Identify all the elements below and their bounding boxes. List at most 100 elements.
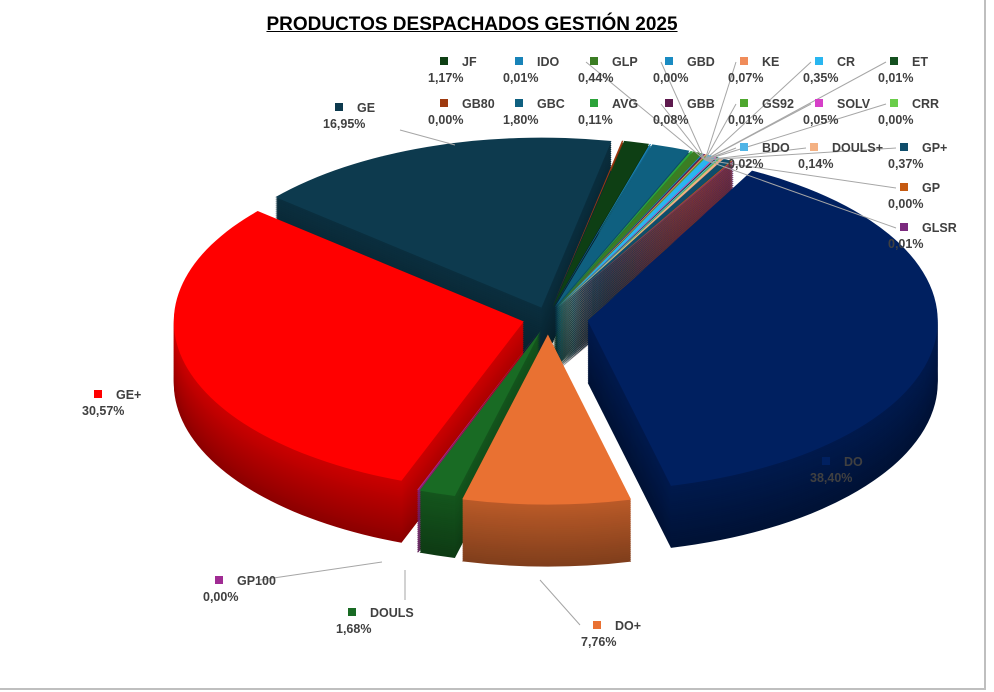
leader-line-gbb [660,103,706,161]
label-percentage: 1,68% [336,622,372,636]
legend-marker-icon [665,99,673,107]
pie-slice-ge[interactable] [275,137,612,308]
label-category: DO+ [615,619,642,633]
pie-slice-solv[interactable] [557,156,717,309]
pie-slice-gp100[interactable] [417,330,540,491]
data-label-ido: IDO 0,01% [503,54,560,86]
pie-slice-ido[interactable] [553,143,652,308]
label-category: BDO [762,141,790,155]
label-category: CRR [912,97,940,111]
pie-slice-do+[interactable] [462,334,632,505]
label-percentage: 0,00% [878,113,914,127]
data-label-gs92: GS92 0,01% [728,96,794,128]
pie-slice-jf[interactable] [552,140,650,308]
pie-slice-gp+[interactable] [557,158,731,309]
label-category: DOULS+ [832,141,884,155]
legend-marker-icon [890,99,898,107]
label-percentage: 0,01% [728,113,764,127]
label-percentage: 0,01% [503,71,539,85]
pie-slice-gbc[interactable] [554,144,690,308]
leader-line-gp+ [704,147,897,161]
leader-line-do+ [539,579,581,626]
label-percentage: 30,57% [82,404,125,418]
legend-marker-icon [900,143,908,151]
label-category: AVG [612,97,639,111]
legend-marker-icon [815,99,823,107]
leader-line-et [704,61,887,161]
pie-slice-et[interactable] [557,156,719,309]
label-category: DO [844,455,863,469]
label-percentage: 0,01% [888,237,924,251]
pie-slice-gb80[interactable] [552,140,624,308]
label-category: DOULS [370,606,414,620]
pie-slice-avg[interactable] [555,151,693,308]
legend-marker-icon [590,57,598,65]
data-label-et: ET 0,01% [878,54,928,86]
label-category: GP+ [922,141,948,155]
data-label-gp: GP 0,00% [888,180,940,212]
label-category: GE+ [116,388,142,402]
data-label-douls: DOULS 1,68% [336,605,414,637]
data-label-gb80: GB80 0,00% [428,96,495,128]
pie-slice-gbd[interactable] [556,153,704,309]
leader-line-douls+ [704,147,807,161]
data-label-jf: JF 1,17% [428,54,477,86]
data-label-ge: GE 16,95% [323,100,375,132]
label-percentage: 7,76% [581,635,617,649]
pie-slice-douls[interactable] [419,331,541,496]
pie-slice-cr[interactable] [556,154,716,309]
label-category: ET [912,55,928,69]
label-category: KE [762,55,780,69]
leader-line-gp100 [259,561,383,581]
pie-slice-do[interactable] [587,170,938,486]
leader-line-gp [704,159,897,189]
legend-marker-icon [348,608,356,616]
pie-slice-glp[interactable] [556,151,703,308]
pie-slice-bdo[interactable] [557,157,720,309]
legend-marker-icon [215,576,223,584]
label-category: GBC [537,97,565,111]
label-category: GS92 [762,97,794,111]
legend-marker-icon [590,99,598,107]
leader-line-glsr [704,159,897,229]
chart-title: PRODUCTOS DESPACHADOS GESTIÓN 2025 [266,14,678,35]
label-category: IDO [537,55,560,69]
data-label-ke: KE 0,07% [728,54,780,86]
data-label-crr: CRR 0,00% [878,96,940,128]
label-percentage: 1,17% [428,71,464,85]
label-category: GP100 [237,574,276,588]
label-percentage: 0,44% [578,71,614,85]
leader-line-ke [704,61,737,161]
label-percentage: 0,01% [878,71,914,85]
pie-slice-crr[interactable] [557,157,721,309]
leader-line-gs92 [704,103,737,161]
data-label-gp+: GP+ 0,37% [888,140,948,172]
pie-slice-ge+[interactable] [173,211,524,481]
legend-marker-icon [665,57,673,65]
pie-slice-gp[interactable] [557,160,733,309]
label-percentage: 16,95% [323,117,366,131]
data-label-do: DO 38,40% [810,454,863,486]
label-percentage: 0,00% [203,590,239,604]
label-category: GBD [687,55,715,69]
legend-marker-icon [810,143,818,151]
legend-marker-icon [515,99,523,107]
leader-line-ge [399,129,456,146]
pie-slice-glsr[interactable] [558,161,734,309]
label-percentage: 1,80% [503,113,539,127]
label-percentage: 38,40% [810,471,853,485]
pie-slice-gs92[interactable] [556,154,709,309]
legend-marker-icon [593,621,601,629]
label-category: CR [837,55,856,69]
data-label-ge+: GE+ 30,57% [82,387,142,419]
legend-marker-icon [900,223,908,231]
legend-marker-icon [515,57,523,65]
pie-slice-gbb[interactable] [556,153,706,309]
pie-slice-douls+[interactable] [557,157,724,309]
legend-marker-icon [740,99,748,107]
pie-slice-ke[interactable] [556,154,707,309]
leader-line-gbd [660,61,706,161]
label-percentage: 0,08% [653,113,689,127]
